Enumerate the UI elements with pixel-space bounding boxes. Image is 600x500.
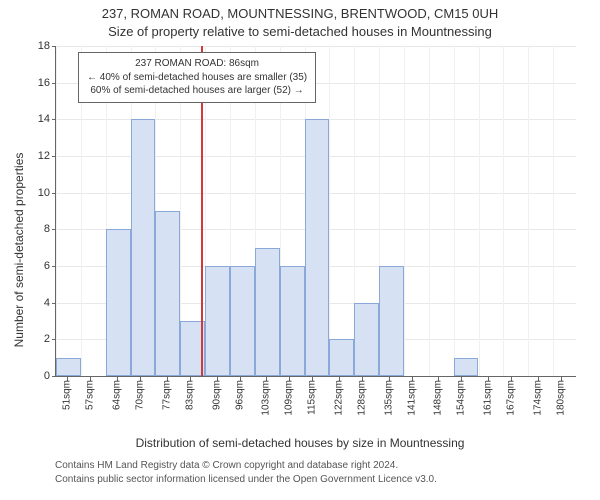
x-tick: 103sqm <box>261 376 272 416</box>
gridline-v <box>429 46 430 376</box>
histogram-bar <box>230 266 255 376</box>
histogram-bar <box>205 266 230 376</box>
x-tick: 148sqm <box>433 376 444 416</box>
gridline-v <box>56 46 57 376</box>
x-axis-label: Distribution of semi-detached houses by … <box>0 436 600 450</box>
gridline-v <box>503 46 504 376</box>
x-tick: 167sqm <box>506 376 517 416</box>
y-tick: 4 <box>44 297 56 309</box>
gridline-v <box>404 46 405 376</box>
x-tick: 51sqm <box>62 376 73 410</box>
y-tick: 10 <box>38 187 56 199</box>
y-tick: 0 <box>44 370 56 382</box>
x-tick: 161sqm <box>483 376 494 416</box>
histogram-bar <box>454 358 479 376</box>
histogram-bar <box>354 303 379 376</box>
histogram-bar <box>305 119 330 376</box>
x-tick: 96sqm <box>234 376 245 410</box>
footer-copyright: Contains HM Land Registry data © Crown c… <box>55 460 575 471</box>
gridline-v <box>479 46 480 376</box>
y-tick: 6 <box>44 260 56 272</box>
gridline-v <box>553 46 554 376</box>
y-tick: 12 <box>38 150 56 162</box>
footer-licence: Contains public sector information licen… <box>55 474 575 485</box>
y-tick: 18 <box>38 40 56 52</box>
x-tick: 174sqm <box>532 376 543 416</box>
y-tick: 14 <box>38 113 56 125</box>
gridline-v <box>454 46 455 376</box>
x-tick: 135sqm <box>383 376 394 416</box>
callout-line-3: 60% of semi-detached houses are larger (… <box>87 84 307 98</box>
histogram-bar <box>56 358 81 376</box>
x-tick: 109sqm <box>284 376 295 416</box>
gridline-v <box>329 46 330 376</box>
x-tick: 154sqm <box>456 376 467 416</box>
histogram-bar <box>379 266 404 376</box>
x-tick: 141sqm <box>406 376 417 416</box>
x-tick: 64sqm <box>112 376 123 410</box>
x-tick: 180sqm <box>555 376 566 416</box>
histogram-bar <box>106 229 131 376</box>
x-tick: 77sqm <box>161 376 172 410</box>
callout-line-2: ← 40% of semi-detached houses are smalle… <box>87 71 307 85</box>
x-tick: 83sqm <box>184 376 195 410</box>
reference-callout: 237 ROMAN ROAD: 86sqm ← 40% of semi-deta… <box>78 52 316 103</box>
x-tick: 115sqm <box>307 376 318 415</box>
chart-subtitle: Size of property relative to semi-detach… <box>0 24 600 39</box>
x-tick: 122sqm <box>333 376 344 416</box>
chart-title: 237, ROMAN ROAD, MOUNTNESSING, BRENTWOOD… <box>0 6 600 21</box>
gridline-h <box>56 46 576 47</box>
y-tick: 16 <box>38 77 56 89</box>
x-tick: 70sqm <box>135 376 146 410</box>
callout-line-1: 237 ROMAN ROAD: 86sqm <box>87 57 307 71</box>
histogram-bar <box>280 266 305 376</box>
gridline-v <box>528 46 529 376</box>
histogram-bar <box>155 211 180 376</box>
x-tick: 57sqm <box>85 376 96 410</box>
histogram-bar <box>131 119 156 376</box>
histogram-bar <box>255 248 280 376</box>
x-tick: 128sqm <box>356 376 367 416</box>
x-tick: 90sqm <box>211 376 222 410</box>
y-tick: 2 <box>44 333 56 345</box>
y-tick: 8 <box>44 223 56 235</box>
histogram-bar <box>329 339 354 376</box>
